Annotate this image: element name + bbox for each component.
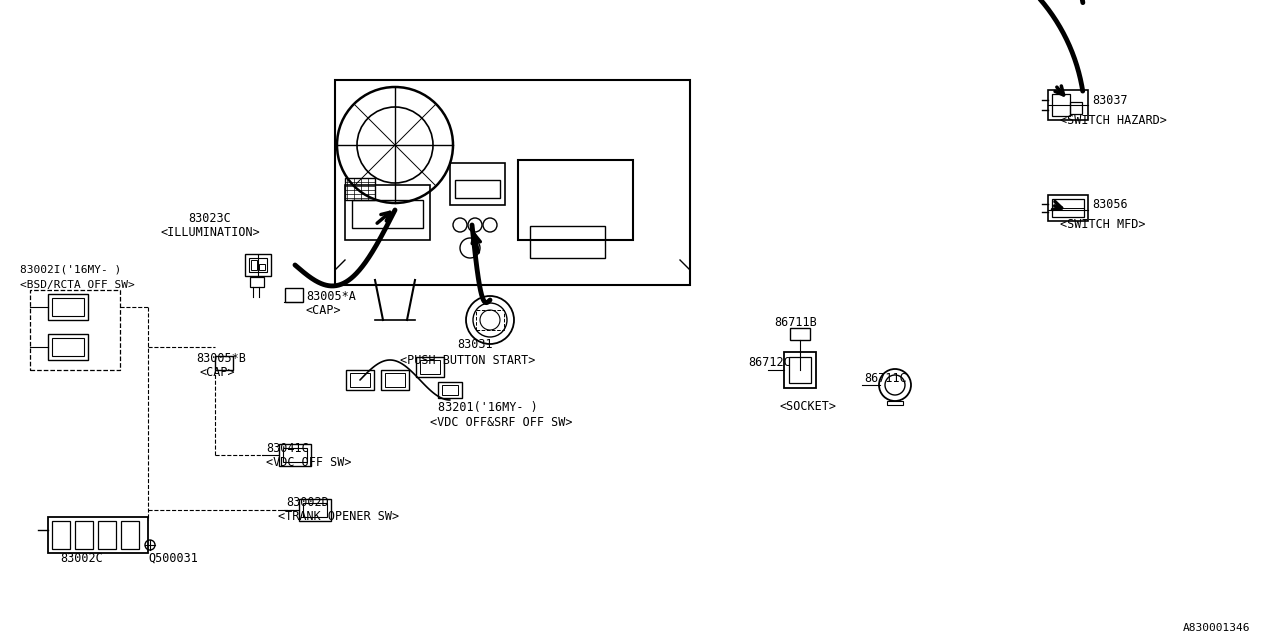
Bar [52, 338, 84, 356]
Text: 83056: 83056 [1092, 198, 1128, 211]
Bar [52, 298, 84, 316]
Bar [259, 264, 265, 270]
Text: 83201('16MY- ): 83201('16MY- ) [438, 401, 538, 415]
Text: 83031: 83031 [457, 339, 493, 351]
Text: <PUSH BUTTON START>: <PUSH BUTTON START> [401, 353, 536, 367]
Text: <SOCKET>: <SOCKET> [780, 399, 837, 413]
Bar [215, 356, 233, 370]
Bar [335, 80, 690, 285]
Bar [285, 288, 303, 302]
Text: <CAP>: <CAP> [306, 305, 342, 317]
Bar [454, 180, 500, 198]
Bar [52, 521, 70, 549]
Bar [244, 254, 271, 276]
Bar [279, 444, 311, 466]
Text: <BSD/RCTA OFF SW>: <BSD/RCTA OFF SW> [20, 280, 134, 290]
Bar [349, 373, 370, 387]
Bar [1048, 195, 1088, 221]
Bar [346, 178, 375, 200]
Text: 83002D: 83002D [285, 497, 329, 509]
Bar [250, 258, 268, 272]
Bar [438, 382, 462, 398]
Text: <TRANK OPENER SW>: <TRANK OPENER SW> [278, 511, 399, 524]
Bar [1070, 102, 1082, 114]
Text: 83041C: 83041C [266, 442, 308, 454]
Bar [476, 310, 504, 330]
Text: 83002I('16MY- ): 83002I('16MY- ) [20, 265, 122, 275]
Text: 83005*B: 83005*B [196, 351, 246, 365]
Bar [887, 401, 902, 405]
Text: 83005*A: 83005*A [306, 291, 356, 303]
Bar [790, 328, 810, 340]
Bar [385, 373, 404, 387]
Text: 86712C: 86712C [748, 356, 791, 369]
Bar [99, 521, 116, 549]
Bar [251, 260, 257, 270]
Bar [283, 448, 307, 462]
Bar [518, 160, 634, 240]
Bar [442, 385, 458, 395]
Bar [381, 370, 410, 390]
Bar [122, 521, 140, 549]
Text: 86711B: 86711B [774, 316, 817, 328]
Text: <VDC OFF&SRF OFF SW>: <VDC OFF&SRF OFF SW> [430, 415, 572, 429]
Bar [76, 521, 93, 549]
Bar [416, 357, 444, 377]
Text: <ILLUMINATION>: <ILLUMINATION> [160, 227, 260, 239]
Bar [1048, 90, 1088, 120]
Text: <SWITCH MFD>: <SWITCH MFD> [1060, 218, 1146, 232]
Bar [49, 517, 148, 553]
Text: 83023C: 83023C [188, 211, 232, 225]
Text: Q500031: Q500031 [148, 552, 198, 564]
Bar [346, 185, 430, 240]
Bar [420, 360, 440, 374]
Text: <SWITCH HAZARD>: <SWITCH HAZARD> [1060, 113, 1167, 127]
Bar [49, 294, 88, 320]
Bar [250, 277, 264, 287]
Bar [530, 226, 605, 258]
Text: 83037: 83037 [1092, 93, 1128, 106]
Text: <VDC OFF SW>: <VDC OFF SW> [266, 456, 352, 468]
Bar [300, 499, 332, 521]
Text: <CAP>: <CAP> [200, 365, 236, 378]
Bar [451, 163, 506, 205]
Bar [303, 503, 326, 517]
Bar [1052, 94, 1070, 116]
Bar [29, 290, 120, 370]
Text: 83002C: 83002C [60, 552, 102, 564]
Bar [346, 370, 374, 390]
Bar [352, 200, 422, 228]
Bar [783, 352, 817, 388]
Text: A830001346: A830001346 [1183, 623, 1251, 633]
Bar [1052, 199, 1084, 217]
Bar [49, 334, 88, 360]
Text: 86711C: 86711C [864, 371, 906, 385]
Bar [788, 357, 812, 383]
